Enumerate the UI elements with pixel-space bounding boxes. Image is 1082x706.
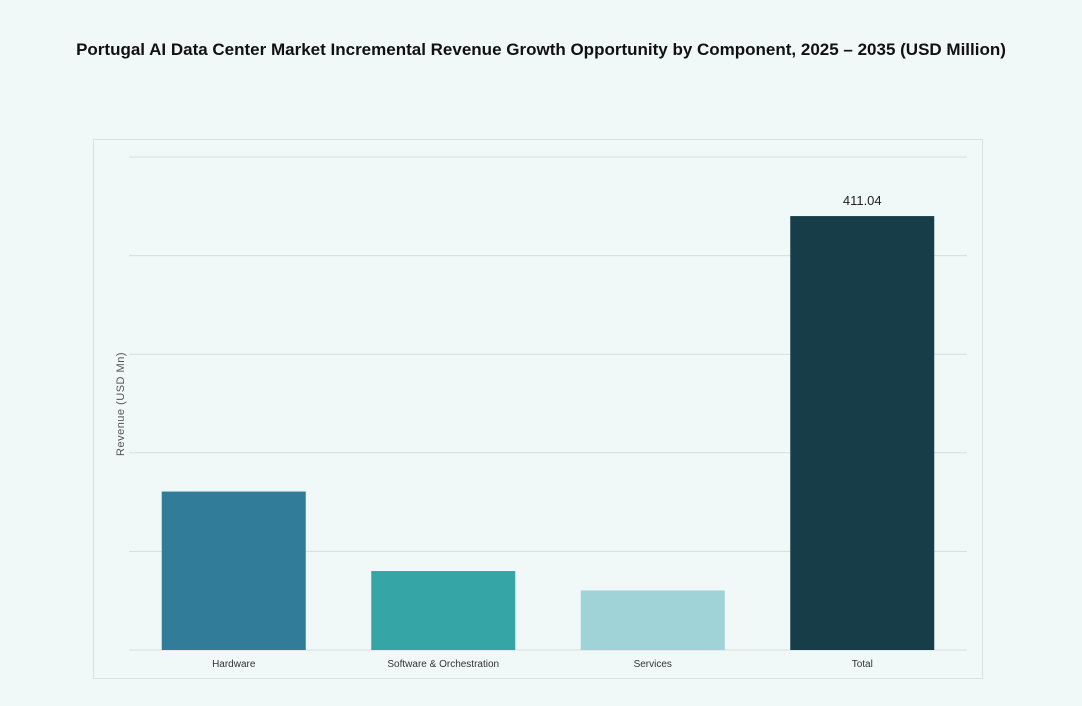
x-tick-label: Services (634, 659, 672, 670)
bar-services (580, 590, 725, 650)
bar-software-orchestration (371, 571, 516, 650)
y-axis-label: Revenue (USD Mn) (115, 352, 127, 456)
bars: Hardware Software & Orchestration Services… (161, 193, 935, 670)
x-tick-label: Hardware (212, 659, 256, 670)
x-tick-label: Software & Orchestration (387, 659, 499, 670)
x-tick-label: Total (852, 659, 873, 670)
data-label: 411.04 (843, 193, 882, 208)
bar-hardware (161, 491, 306, 650)
chart-title: Portugal AI Data Center Market Increment… (76, 40, 1006, 59)
bar-total (790, 216, 935, 650)
chart-frame (93, 139, 983, 679)
